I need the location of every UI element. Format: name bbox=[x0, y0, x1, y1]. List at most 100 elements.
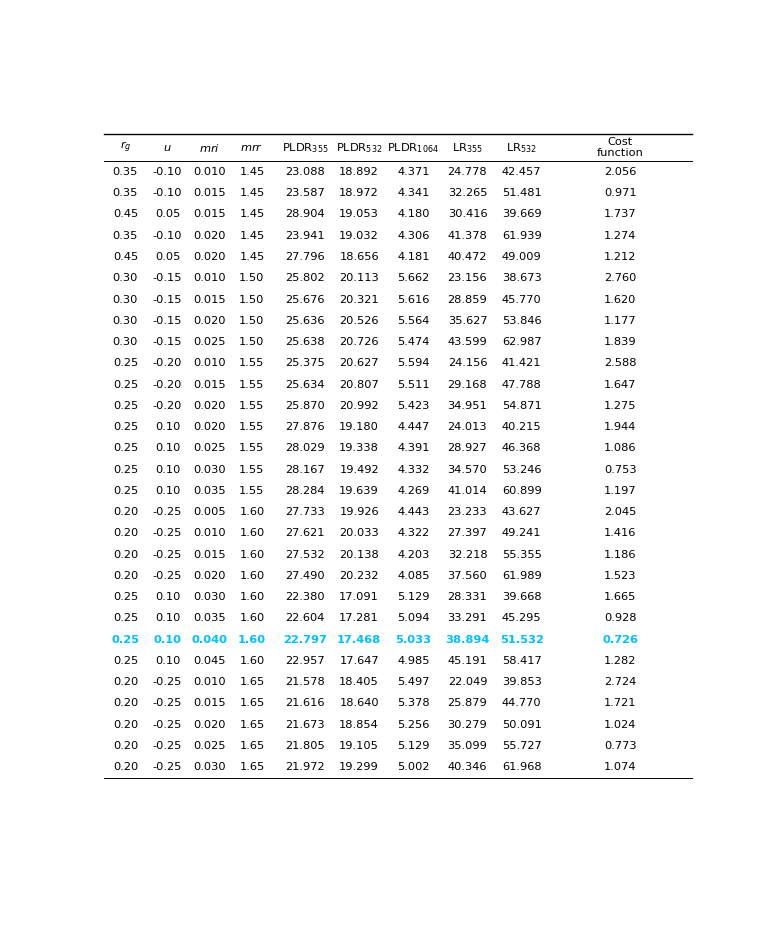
Text: 32.265: 32.265 bbox=[448, 188, 487, 198]
Text: 0.20: 0.20 bbox=[113, 571, 138, 581]
Text: 20.627: 20.627 bbox=[340, 358, 379, 368]
Text: 23.941: 23.941 bbox=[285, 231, 325, 241]
Text: 53.846: 53.846 bbox=[502, 315, 542, 326]
Text: 55.355: 55.355 bbox=[502, 549, 542, 560]
Text: 0.015: 0.015 bbox=[193, 210, 226, 219]
Text: 5.616: 5.616 bbox=[397, 295, 430, 304]
Text: 41.378: 41.378 bbox=[448, 231, 487, 241]
Text: 25.634: 25.634 bbox=[285, 380, 325, 389]
Text: 28.029: 28.029 bbox=[285, 444, 325, 453]
Text: 0.05: 0.05 bbox=[155, 252, 180, 262]
Text: 40.346: 40.346 bbox=[448, 762, 487, 772]
Text: 0.025: 0.025 bbox=[193, 337, 226, 347]
Text: 25.636: 25.636 bbox=[285, 315, 325, 326]
Text: 5.474: 5.474 bbox=[397, 337, 430, 347]
Text: 24.778: 24.778 bbox=[448, 167, 487, 177]
Text: 20.321: 20.321 bbox=[340, 295, 379, 304]
Text: PLDR$_{532}$: PLDR$_{532}$ bbox=[336, 140, 382, 154]
Text: 46.368: 46.368 bbox=[502, 444, 542, 453]
Text: 0.10: 0.10 bbox=[155, 592, 180, 602]
Text: -0.20: -0.20 bbox=[153, 401, 183, 411]
Text: 1.55: 1.55 bbox=[239, 464, 265, 475]
Text: 19.338: 19.338 bbox=[339, 444, 379, 453]
Text: 1.523: 1.523 bbox=[605, 571, 636, 581]
Text: 18.892: 18.892 bbox=[340, 167, 379, 177]
Text: 1.839: 1.839 bbox=[604, 337, 636, 347]
Text: 53.246: 53.246 bbox=[502, 464, 542, 475]
Text: 0.25: 0.25 bbox=[113, 613, 138, 623]
Text: 33.291: 33.291 bbox=[448, 613, 487, 623]
Text: 0.971: 0.971 bbox=[604, 188, 636, 198]
Text: 0.20: 0.20 bbox=[113, 762, 138, 772]
Text: 2.724: 2.724 bbox=[605, 678, 636, 687]
Text: -0.25: -0.25 bbox=[153, 507, 183, 517]
Text: 0.35: 0.35 bbox=[113, 188, 138, 198]
Text: 0.25: 0.25 bbox=[111, 635, 139, 645]
Text: 1.50: 1.50 bbox=[239, 295, 265, 304]
Text: 21.673: 21.673 bbox=[285, 720, 325, 730]
Text: 30.279: 30.279 bbox=[448, 720, 487, 730]
Text: 0.035: 0.035 bbox=[193, 486, 226, 496]
Text: 38.894: 38.894 bbox=[445, 635, 490, 645]
Text: 0.25: 0.25 bbox=[113, 486, 138, 496]
Text: 1.55: 1.55 bbox=[239, 401, 265, 411]
Text: 17.647: 17.647 bbox=[340, 656, 379, 666]
Text: 0.030: 0.030 bbox=[193, 762, 226, 772]
Text: 27.621: 27.621 bbox=[285, 529, 325, 538]
Text: 1.55: 1.55 bbox=[239, 380, 265, 389]
Text: 1.45: 1.45 bbox=[239, 188, 264, 198]
Text: 41.014: 41.014 bbox=[448, 486, 487, 496]
Text: 49.009: 49.009 bbox=[502, 252, 542, 262]
Text: 1.282: 1.282 bbox=[605, 656, 636, 666]
Text: -0.25: -0.25 bbox=[153, 529, 183, 538]
Text: 21.616: 21.616 bbox=[285, 698, 325, 709]
Text: 0.10: 0.10 bbox=[155, 444, 180, 453]
Text: 5.511: 5.511 bbox=[397, 380, 430, 389]
Text: 43.599: 43.599 bbox=[448, 337, 487, 347]
Text: 34.951: 34.951 bbox=[448, 401, 487, 411]
Text: 4.371: 4.371 bbox=[397, 167, 430, 177]
Text: 5.129: 5.129 bbox=[397, 592, 430, 602]
Text: -0.20: -0.20 bbox=[153, 358, 183, 368]
Text: 25.870: 25.870 bbox=[285, 401, 325, 411]
Text: 1.197: 1.197 bbox=[604, 486, 636, 496]
Text: 18.640: 18.640 bbox=[340, 698, 379, 709]
Text: $u$: $u$ bbox=[163, 142, 172, 153]
Text: 5.423: 5.423 bbox=[397, 401, 430, 411]
Text: 2.760: 2.760 bbox=[605, 273, 636, 284]
Text: 27.876: 27.876 bbox=[285, 422, 325, 432]
Text: 5.094: 5.094 bbox=[397, 613, 430, 623]
Text: -0.25: -0.25 bbox=[153, 741, 183, 751]
Text: 0.25: 0.25 bbox=[113, 422, 138, 432]
Text: 62.987: 62.987 bbox=[502, 337, 542, 347]
Text: 45.770: 45.770 bbox=[502, 295, 542, 304]
Text: 4.269: 4.269 bbox=[397, 486, 430, 496]
Text: 2.588: 2.588 bbox=[605, 358, 636, 368]
Text: 0.010: 0.010 bbox=[193, 273, 226, 284]
Text: 29.168: 29.168 bbox=[448, 380, 487, 389]
Text: 22.604: 22.604 bbox=[285, 613, 325, 623]
Text: 1.944: 1.944 bbox=[605, 422, 636, 432]
Text: 1.074: 1.074 bbox=[605, 762, 636, 772]
Text: 1.65: 1.65 bbox=[239, 678, 264, 687]
Text: 0.25: 0.25 bbox=[113, 444, 138, 453]
Text: 1.55: 1.55 bbox=[239, 358, 265, 368]
Text: 0.35: 0.35 bbox=[113, 167, 138, 177]
Text: 27.397: 27.397 bbox=[448, 529, 487, 538]
Text: 19.926: 19.926 bbox=[340, 507, 379, 517]
Text: 17.468: 17.468 bbox=[337, 635, 382, 645]
Text: 4.447: 4.447 bbox=[397, 422, 430, 432]
Text: 1.55: 1.55 bbox=[239, 444, 265, 453]
Text: 1.45: 1.45 bbox=[239, 167, 264, 177]
Text: 5.564: 5.564 bbox=[397, 315, 430, 326]
Text: -0.20: -0.20 bbox=[153, 380, 183, 389]
Text: 1.60: 1.60 bbox=[239, 592, 264, 602]
Text: 25.638: 25.638 bbox=[285, 337, 325, 347]
Text: 1.65: 1.65 bbox=[239, 698, 264, 709]
Text: 0.020: 0.020 bbox=[193, 571, 226, 581]
Text: 0.773: 0.773 bbox=[604, 741, 636, 751]
Text: 51.481: 51.481 bbox=[502, 188, 542, 198]
Text: 0.10: 0.10 bbox=[155, 656, 180, 666]
Text: 0.010: 0.010 bbox=[193, 358, 226, 368]
Text: 1.60: 1.60 bbox=[239, 507, 264, 517]
